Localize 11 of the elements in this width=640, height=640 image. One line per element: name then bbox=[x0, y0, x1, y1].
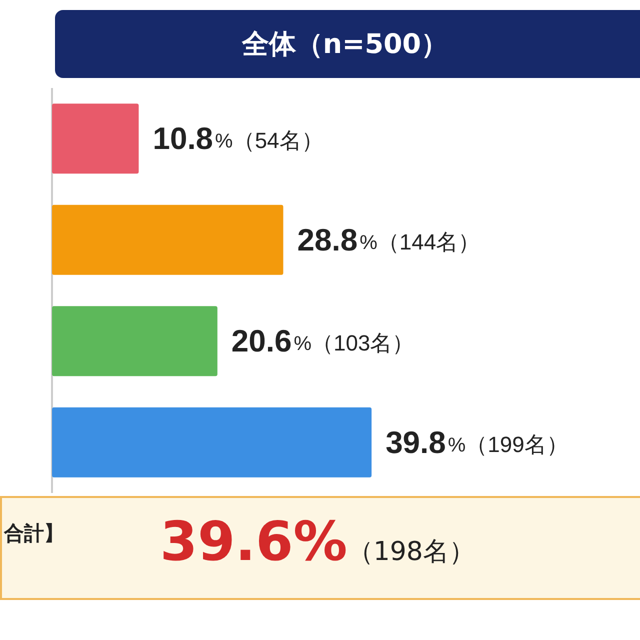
bar bbox=[52, 407, 372, 478]
text: 合計】 bbox=[4, 520, 64, 547]
chart-title: 全体（n=500） bbox=[55, 10, 640, 78]
bar bbox=[52, 306, 218, 376]
data-label: 39.8%（199名） bbox=[386, 424, 568, 460]
text: 39.6%（198名） bbox=[160, 510, 475, 573]
data-label: 28.8%（144名） bbox=[297, 222, 480, 258]
bar bbox=[52, 104, 139, 174]
data-label: 20.6%（103名） bbox=[231, 324, 414, 359]
data-label: 10.8%（54名） bbox=[152, 121, 324, 156]
bar bbox=[52, 204, 284, 275]
